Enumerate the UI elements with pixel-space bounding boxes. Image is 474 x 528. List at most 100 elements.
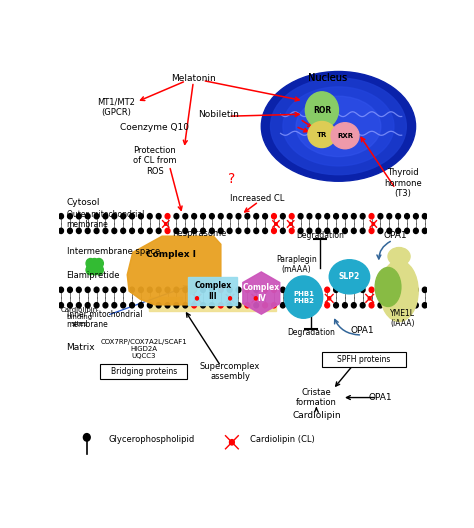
Circle shape <box>369 303 374 308</box>
Circle shape <box>94 214 99 219</box>
Circle shape <box>76 303 81 308</box>
Circle shape <box>325 214 329 219</box>
Circle shape <box>201 214 205 219</box>
Ellipse shape <box>261 71 416 181</box>
Circle shape <box>183 228 188 233</box>
Ellipse shape <box>283 87 394 166</box>
Circle shape <box>272 287 276 293</box>
Circle shape <box>369 214 374 219</box>
Text: Bridging proteins: Bridging proteins <box>110 366 177 375</box>
Circle shape <box>351 214 356 219</box>
Circle shape <box>360 214 365 219</box>
Circle shape <box>360 303 365 308</box>
Circle shape <box>183 214 188 219</box>
Text: Cytosol: Cytosol <box>66 198 100 207</box>
Circle shape <box>147 303 152 308</box>
Circle shape <box>396 214 401 219</box>
Circle shape <box>343 214 347 219</box>
Circle shape <box>334 287 338 293</box>
Circle shape <box>183 287 188 293</box>
Circle shape <box>351 303 356 308</box>
Circle shape <box>255 297 257 300</box>
Circle shape <box>360 228 365 233</box>
Circle shape <box>90 259 99 268</box>
Circle shape <box>103 287 108 293</box>
Ellipse shape <box>329 260 370 294</box>
Circle shape <box>112 287 117 293</box>
Circle shape <box>85 287 90 293</box>
Circle shape <box>219 287 223 293</box>
Circle shape <box>369 228 374 233</box>
Circle shape <box>94 303 99 308</box>
Circle shape <box>369 287 374 293</box>
Circle shape <box>112 303 117 308</box>
Circle shape <box>289 228 294 233</box>
Circle shape <box>85 228 90 233</box>
Circle shape <box>236 214 241 219</box>
Circle shape <box>272 303 276 308</box>
Circle shape <box>130 214 135 219</box>
Circle shape <box>227 214 232 219</box>
Polygon shape <box>149 297 276 312</box>
Ellipse shape <box>296 96 381 157</box>
Circle shape <box>103 214 108 219</box>
Ellipse shape <box>271 78 406 175</box>
Circle shape <box>254 303 259 308</box>
Text: OPA1: OPA1 <box>350 326 374 335</box>
Circle shape <box>405 303 410 308</box>
Circle shape <box>76 287 81 293</box>
Circle shape <box>85 214 90 219</box>
Circle shape <box>112 214 117 219</box>
Circle shape <box>192 228 197 233</box>
Circle shape <box>275 223 277 225</box>
Text: Thyroid
hormone
(T3): Thyroid hormone (T3) <box>384 168 421 198</box>
Circle shape <box>298 303 303 308</box>
Text: Paraplegin
(mAAA): Paraplegin (mAAA) <box>276 254 317 274</box>
Circle shape <box>378 228 383 233</box>
Circle shape <box>165 228 170 233</box>
Circle shape <box>94 287 99 293</box>
Circle shape <box>254 228 259 233</box>
Ellipse shape <box>308 121 336 147</box>
Text: Protection
of CL from
ROS: Protection of CL from ROS <box>133 146 176 176</box>
Circle shape <box>121 214 126 219</box>
Circle shape <box>289 287 294 293</box>
Circle shape <box>174 228 179 233</box>
Circle shape <box>281 228 285 233</box>
Circle shape <box>174 214 179 219</box>
Circle shape <box>85 303 90 308</box>
Circle shape <box>245 214 250 219</box>
Circle shape <box>272 228 276 233</box>
Text: Intermembrane space: Intermembrane space <box>66 247 160 256</box>
Circle shape <box>156 214 161 219</box>
Circle shape <box>68 287 73 293</box>
Text: Nobiletin: Nobiletin <box>199 110 239 119</box>
Circle shape <box>192 214 197 219</box>
Circle shape <box>83 433 90 441</box>
Circle shape <box>360 287 365 293</box>
Circle shape <box>316 287 321 293</box>
Text: Melatonin: Melatonin <box>171 74 216 83</box>
Circle shape <box>263 214 267 219</box>
Circle shape <box>90 265 99 275</box>
Text: ?: ? <box>228 172 236 186</box>
Text: Degradation: Degradation <box>287 328 335 337</box>
Text: Complex
III: Complex III <box>194 281 231 301</box>
Circle shape <box>396 303 401 308</box>
Circle shape <box>284 276 323 318</box>
Circle shape <box>343 303 347 308</box>
Circle shape <box>103 303 108 308</box>
Ellipse shape <box>380 260 418 322</box>
Text: Supercomplex
assembly: Supercomplex assembly <box>200 362 260 381</box>
Text: ROR: ROR <box>313 106 331 115</box>
Circle shape <box>86 259 95 268</box>
Circle shape <box>201 303 205 308</box>
FancyBboxPatch shape <box>100 364 187 379</box>
Text: Cristae
formation: Cristae formation <box>296 388 337 407</box>
Circle shape <box>156 303 161 308</box>
Circle shape <box>316 303 321 308</box>
Circle shape <box>165 287 170 293</box>
Circle shape <box>378 214 383 219</box>
Circle shape <box>210 287 214 293</box>
Ellipse shape <box>331 122 359 149</box>
